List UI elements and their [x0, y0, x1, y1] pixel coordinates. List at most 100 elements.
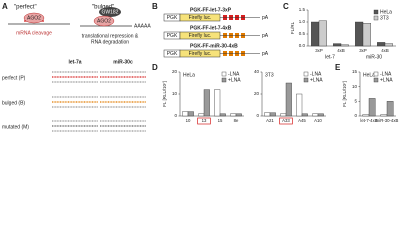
x-tick-label: let-7-4xB	[360, 118, 377, 123]
bar	[301, 113, 308, 117]
repression-label: translational repression &	[82, 33, 139, 39]
y-axis-label: FL/RL	[290, 21, 295, 34]
ago2-shape	[93, 15, 115, 27]
x-tick-label: miR-30-4xB	[376, 118, 399, 123]
bar	[214, 89, 221, 117]
highlight-box	[197, 117, 211, 125]
bar	[219, 113, 226, 117]
x-tick-label: A33	[282, 118, 290, 123]
construct-name: PGK-FF-let-7-4xB	[190, 25, 232, 31]
highlight-box	[279, 117, 293, 125]
x-tick-label: 4xB	[337, 48, 345, 53]
gw182-shape	[99, 7, 121, 17]
bar	[311, 21, 320, 47]
y-tick-label: 1.5	[299, 7, 306, 12]
bar	[380, 114, 388, 117]
legend-label: 3T3	[380, 15, 389, 21]
legend-swatch	[373, 9, 379, 15]
legend-swatch	[221, 77, 227, 83]
pgk-label: PGK	[167, 15, 178, 21]
constructs: PGK-FF-let-7-3xP PGK Firefly luc. pA PGK-FF-…	[163, 7, 269, 58]
y-tick-label: 20	[254, 91, 260, 96]
ago2-label: AGO2	[27, 15, 41, 21]
row-label: perfect (P)	[2, 75, 26, 81]
x-tick-label: A10	[314, 118, 322, 123]
y-tick-label: 0.5	[299, 31, 306, 36]
x-tick-label: 15	[218, 118, 223, 123]
chart-title: HeLa	[183, 72, 195, 78]
bar	[235, 113, 242, 117]
panel-label: D	[152, 63, 158, 72]
bar	[312, 113, 319, 117]
bar	[368, 98, 376, 117]
bar	[317, 113, 324, 117]
bar	[187, 111, 194, 117]
bar	[280, 113, 287, 117]
pa-label: pA	[262, 51, 269, 57]
x-tick-label: A21	[266, 118, 274, 123]
legend-swatch	[303, 71, 309, 77]
ago2-shape	[23, 12, 45, 24]
perfect-label: "perfect"	[14, 5, 37, 11]
legend-swatch	[373, 15, 379, 21]
luc-label: Firefly luc.	[189, 15, 212, 21]
bar	[285, 82, 292, 117]
chart-title: HeLa	[363, 72, 375, 78]
bar	[203, 89, 210, 117]
y-tick-label: 1.0	[299, 19, 306, 24]
ago2-label: AGO2	[97, 18, 111, 24]
construct-name: PGK-FF-miR-30-4xB	[190, 43, 238, 49]
y-tick-label: 5	[354, 99, 357, 104]
legend-swatch	[303, 77, 309, 83]
row-label: bulged (B)	[2, 100, 25, 106]
bar	[377, 42, 386, 47]
legend-label: +LNA	[380, 77, 393, 83]
bar	[340, 44, 349, 47]
legend-label: +LNA	[228, 77, 241, 83]
bar	[230, 113, 237, 117]
x-tick-label: 10	[186, 118, 191, 123]
panel-label: A	[2, 2, 8, 11]
bar	[333, 43, 342, 47]
x-tick-label: 3xP	[315, 48, 323, 53]
bar	[386, 101, 394, 117]
bar	[198, 113, 205, 117]
legend-label: +LNA	[310, 77, 323, 83]
panel-label: E	[335, 63, 341, 72]
polya-label: AAAAA	[134, 23, 151, 29]
pgk-label: PGK	[167, 51, 178, 57]
legend-swatch	[221, 71, 227, 77]
x-tick-label: 8e	[234, 118, 239, 123]
y-tick-label: 0.0	[299, 43, 306, 48]
y-tick-label: 0	[174, 113, 177, 118]
y-axis-label: FL [RLU/10⁷]	[162, 81, 167, 107]
bar	[318, 20, 327, 47]
figure: A "perfect" "bulged" AGO2 mRNA cleavage …	[2, 2, 399, 132]
legend-label: -LNA	[380, 71, 392, 77]
legend-label: -LNA	[228, 71, 240, 77]
luc-label: Firefly luc.	[189, 33, 212, 39]
y-tick-label: 40	[254, 69, 260, 74]
y-tick-label: 10	[172, 91, 178, 96]
sequence-alignments	[52, 71, 146, 132]
y-tick-label: 15	[352, 69, 358, 74]
x-tick-label: A45	[298, 118, 306, 123]
group-label: let-7	[325, 54, 335, 60]
bar	[384, 43, 393, 47]
y-tick-label: 0	[354, 113, 357, 118]
pa-label: pA	[262, 15, 269, 21]
repression-label: RNA degradation	[91, 39, 129, 45]
x-tick-label: 3xP	[359, 48, 367, 53]
legend-label: -LNA	[310, 71, 322, 77]
x-tick-label: 4xB	[381, 48, 389, 53]
construct-name: PGK-FF-let-7-3xP	[190, 7, 232, 13]
bar	[182, 111, 189, 117]
y-axis-label: FL [RLU/10⁷]	[342, 81, 347, 107]
x-tick-label: 13	[202, 118, 207, 123]
legend-label: HeLa	[380, 9, 392, 15]
pa-label: pA	[262, 33, 269, 39]
bar	[264, 112, 271, 117]
bar	[362, 114, 370, 117]
chart-title: 3T3	[265, 72, 274, 78]
luc-label: Firefly luc.	[189, 51, 212, 57]
